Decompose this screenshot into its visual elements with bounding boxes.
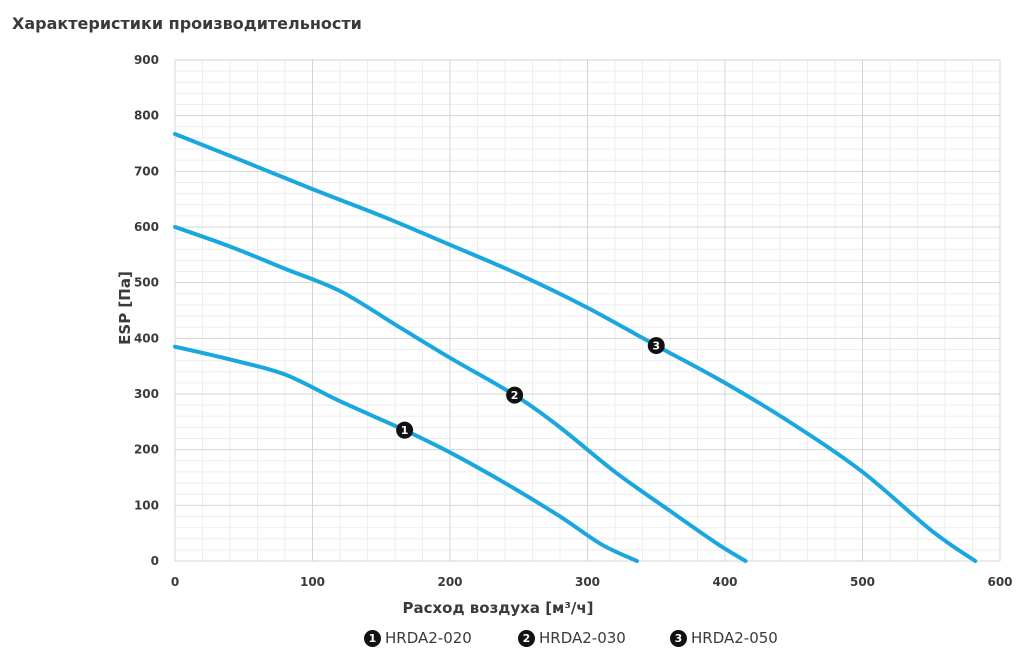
y-tick-label: 300 [134,387,159,401]
legend-item-2: 2 HRDA2-030 [518,629,626,647]
x-tick-label: 0 [171,575,179,589]
series-line-3 [173,132,978,563]
x-axis-title: Расход воздуха [м³/ч] [402,599,593,617]
legend-marker-2: 2 [518,629,535,647]
series-lines [173,132,978,563]
series-line-2 [173,225,748,563]
legend-label-3: HRDA2-050 [691,629,778,647]
y-tick-label: 200 [134,443,159,457]
series-line-1 [173,344,639,563]
series-marker-label-2: 2 [511,389,519,402]
series-marker-3 [647,337,665,355]
x-tick-label: 100 [300,575,325,589]
y-tick-label: 400 [134,331,159,345]
legend-item-3: 3 HRDA2-050 [670,629,778,647]
series-markers: 1 2 3 [396,337,665,439]
x-tick-label: 600 [987,575,1012,589]
legend-label-1: HRDA2-020 [385,629,472,647]
x-tick-label: 300 [575,575,600,589]
legend-label-2: HRDA2-030 [539,629,626,647]
grid [174,59,1001,562]
legend-marker-1: 1 [364,629,381,647]
legend-marker-3: 3 [670,629,687,647]
x-tick-label: 400 [712,575,737,589]
y-tick-label: 500 [134,276,159,290]
y-axis-title: ESP [Па] [116,271,134,345]
chart-title: Характеристики производительности [12,14,362,33]
y-tick-label: 700 [134,164,159,178]
legend: 1 HRDA2-020 2 HRDA2-030 3 HRDA2-050 [0,629,1020,653]
series-marker-label-1: 1 [401,424,409,437]
axes: 0 100 200 300 400 500 600 0 100 200 300 400 500 600 70… [134,53,1013,589]
y-tick-label: 600 [134,220,159,234]
x-tick-label: 200 [437,575,462,589]
legend-item-1: 1 HRDA2-020 [364,629,472,647]
series-marker-2 [506,386,524,404]
performance-chart: 0 100 200 300 400 500 600 0 100 200 300 400 500 600 70… [116,53,1013,617]
y-tick-label: 100 [134,498,159,512]
y-tick-label: 800 [134,109,159,123]
y-tick-label: 0 [151,554,159,568]
x-tick-label: 500 [850,575,875,589]
series-marker-label-3: 3 [652,340,660,353]
series-marker-1 [396,421,414,439]
y-tick-label: 900 [134,53,159,67]
